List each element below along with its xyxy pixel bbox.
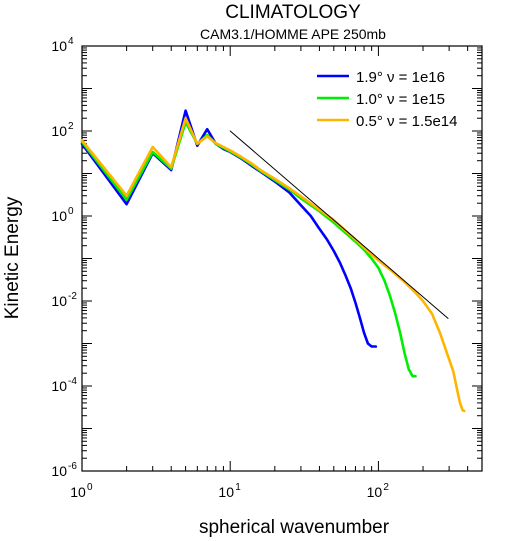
svg-text:10: 10 (367, 484, 383, 500)
legend: 1.9° ν = 1e16 1.0° ν = 1e15 0.5° ν = 1.5e1… (317, 69, 458, 130)
svg-text:10: 10 (51, 463, 67, 479)
svg-text:-4: -4 (68, 376, 77, 387)
svg-text:10: 10 (218, 484, 234, 500)
svg-text:10: 10 (51, 378, 67, 394)
series-line-0 (80, 109, 378, 348)
y-tick-label: 10 -4 (51, 376, 77, 394)
axis-ticks (81, 45, 483, 472)
reference-slope-line (229, 130, 449, 319)
y-tick-label: 10 2 (51, 121, 74, 139)
chart-subtitle: CAM3.1/HOMME APE 250mb (200, 26, 386, 42)
y-axis-label: Kinetic Energy (2, 196, 23, 319)
svg-text:10: 10 (51, 38, 67, 54)
chart-title: CLIMATOLOGY (225, 2, 361, 23)
y-tick-label: 10 0 (51, 206, 74, 224)
svg-text:10: 10 (51, 293, 67, 309)
svg-text:2: 2 (68, 121, 74, 132)
tick-labels: 10 0 10 1 10 210 -610 -410 -210 010 210 4 (51, 36, 389, 500)
svg-text:10: 10 (70, 484, 86, 500)
svg-text:1: 1 (235, 482, 241, 493)
plot-frame (81, 45, 483, 472)
svg-text:10: 10 (51, 208, 67, 224)
svg-text:0: 0 (68, 206, 74, 217)
y-tick-label: 10 4 (51, 36, 74, 54)
x-tick-label: 10 2 (367, 482, 390, 500)
x-axis-label: spherical wavenumber (199, 517, 390, 538)
legend-label: 1.9° ν = 1e16 (356, 69, 445, 86)
svg-text:4: 4 (68, 36, 74, 47)
x-tick-label: 10 1 (218, 482, 241, 500)
y-tick-label: 10 -2 (51, 291, 77, 309)
x-tick-label: 10 0 (70, 482, 93, 500)
legend-label: 0.5° ν = 1.5e14 (356, 113, 458, 130)
svg-text:-6: -6 (68, 461, 77, 472)
legend-label: 1.0° ν = 1e15 (356, 91, 445, 108)
y-tick-label: 10 -6 (51, 461, 77, 479)
svg-text:10: 10 (51, 123, 67, 139)
svg-text:2: 2 (383, 482, 389, 493)
svg-text:-2: -2 (68, 291, 77, 302)
svg-text:0: 0 (87, 482, 93, 493)
data-lines (80, 109, 466, 413)
